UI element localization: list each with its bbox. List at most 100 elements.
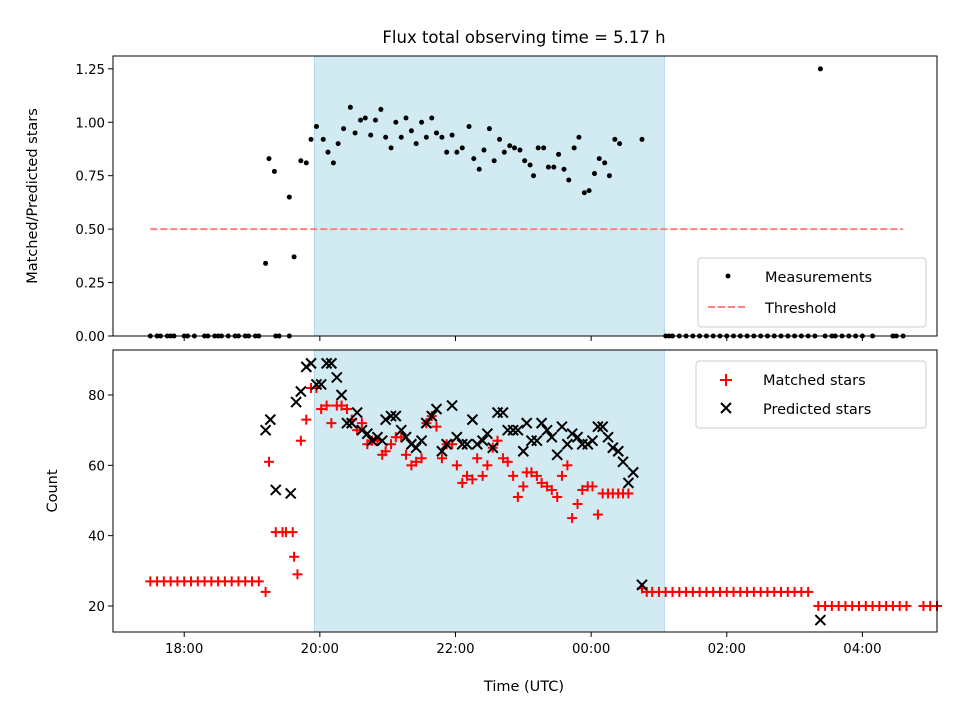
matched-star-point	[416, 453, 427, 464]
measurement-point	[556, 151, 562, 157]
measurement-point	[368, 132, 374, 138]
predicted-star-stroke-b	[320, 357, 333, 370]
matched-star-point	[572, 499, 583, 510]
measurement-point	[325, 149, 331, 155]
predicted-star-point	[507, 424, 519, 436]
measurement-point	[571, 145, 577, 151]
legend-matched-marker	[720, 374, 732, 386]
matched-star-point	[502, 456, 513, 467]
measurement-point	[383, 134, 389, 140]
predicted-star-stroke-b	[602, 431, 614, 443]
matched-star-point	[301, 414, 312, 425]
predicted-star-stroke-b	[556, 420, 568, 433]
predicted-star-stroke-b	[531, 435, 543, 447]
bottom-shaded-span	[313, 349, 665, 633]
matched-star-point	[253, 576, 264, 587]
matched-star-point	[567, 513, 578, 524]
measurement-point	[535, 145, 541, 151]
predicted-star-stroke-b	[814, 614, 827, 626]
matched-star-point	[552, 491, 563, 502]
measurement-point	[330, 160, 336, 166]
predicted-star-stroke-b	[270, 484, 282, 496]
predicted-star-stroke-b	[497, 406, 509, 419]
predicted-star-stroke-b	[310, 378, 323, 391]
legend-matched-label: Matched stars	[763, 373, 866, 389]
predicted-star-point	[551, 449, 563, 461]
measurement-point	[398, 134, 404, 140]
measurement-point	[517, 147, 523, 153]
predicted-star-stroke-b	[507, 424, 519, 436]
predicted-star-stroke-b	[341, 417, 353, 429]
bottom-x-tick-label: 00:00	[572, 642, 610, 657]
predicted-star-point	[426, 410, 438, 422]
top-y-ticks: 0.00 0.25 0.50 0.75 1.00 1.25	[75, 63, 113, 345]
predicted-star-point	[315, 378, 327, 391]
predicted-star-stroke-b	[451, 431, 463, 443]
bottom-y-tick-label: 20	[88, 600, 105, 615]
matched-star-point	[556, 470, 567, 481]
predicted-star-point	[366, 435, 378, 447]
predicted-star-stroke-b	[512, 424, 524, 436]
measurement-point	[341, 126, 347, 132]
predicted-star-stroke-b	[571, 431, 584, 443]
predicted-star-point	[361, 427, 374, 440]
predicted-star-point	[395, 424, 407, 436]
predicted-star-point	[436, 445, 448, 457]
predicted-star-stroke-b	[295, 385, 307, 398]
measurement-point	[501, 149, 507, 155]
predicted-star-point	[481, 427, 494, 440]
predicted-star-stroke-b	[390, 410, 402, 422]
bottom-x-axis-label: Time (UTC)	[483, 679, 564, 695]
bottom-y-tick-label: 40	[88, 530, 105, 545]
predicted-star-stroke-b	[517, 445, 530, 457]
bottom-y-axis-label: Count	[45, 469, 61, 512]
measurement-point	[347, 104, 353, 110]
predicted-star-point	[430, 403, 443, 415]
measurement-point	[817, 66, 823, 72]
predicted-star-point	[270, 484, 282, 496]
predicted-star-stroke-b	[535, 417, 548, 429]
top-y-tick-label: 0.00	[75, 330, 105, 345]
matched-star-point	[411, 456, 422, 467]
predicted-star-stroke-b	[471, 438, 483, 450]
measurement-point	[530, 173, 536, 179]
matched-star-point	[386, 439, 397, 450]
predicted-star-point	[617, 456, 629, 468]
predicted-star-point	[310, 378, 323, 391]
predicted-star-point	[556, 420, 568, 433]
predicted-star-point	[471, 438, 483, 450]
predicted-star-point	[814, 614, 827, 626]
bottom-x-tick-label: 02:00	[708, 642, 746, 657]
measurement-point	[266, 156, 272, 162]
predicted-star-stroke-b	[361, 427, 374, 440]
top-y-tick-label: 0.25	[75, 277, 105, 292]
measurement-point	[491, 158, 497, 164]
top-shaded-span	[313, 55, 665, 337]
predicted-star-stroke-b	[461, 438, 473, 450]
predicted-star-point	[520, 417, 533, 429]
bottom-legend: Matched stars Predicted stars	[695, 360, 927, 429]
predicted-star-point	[335, 389, 348, 401]
measurement-point	[596, 156, 602, 162]
matched-star-point	[562, 460, 573, 471]
measurement-point	[486, 126, 492, 132]
predicted-star-point	[612, 445, 624, 457]
matched-star-point	[592, 509, 603, 520]
predicted-star-stroke-b	[456, 438, 468, 450]
measurement-point	[439, 134, 445, 140]
predicted-star-point	[341, 417, 353, 429]
predicted-star-stroke-b	[481, 427, 494, 440]
predicted-star-point	[602, 431, 614, 443]
predicted-star-stroke-b	[356, 424, 368, 436]
measurement-point	[403, 115, 409, 121]
predicted-star-point	[622, 477, 635, 489]
measurement-point	[476, 166, 482, 172]
predicted-star-stroke-b	[410, 442, 422, 454]
predicted-star-point	[385, 410, 397, 422]
predicted-star-stroke-b	[376, 435, 388, 447]
measurement-point	[358, 117, 364, 123]
matched-star-point	[531, 470, 542, 481]
measurement-point	[592, 171, 598, 177]
predicted-star-stroke-b	[592, 420, 604, 433]
matched-star-point	[587, 481, 598, 492]
